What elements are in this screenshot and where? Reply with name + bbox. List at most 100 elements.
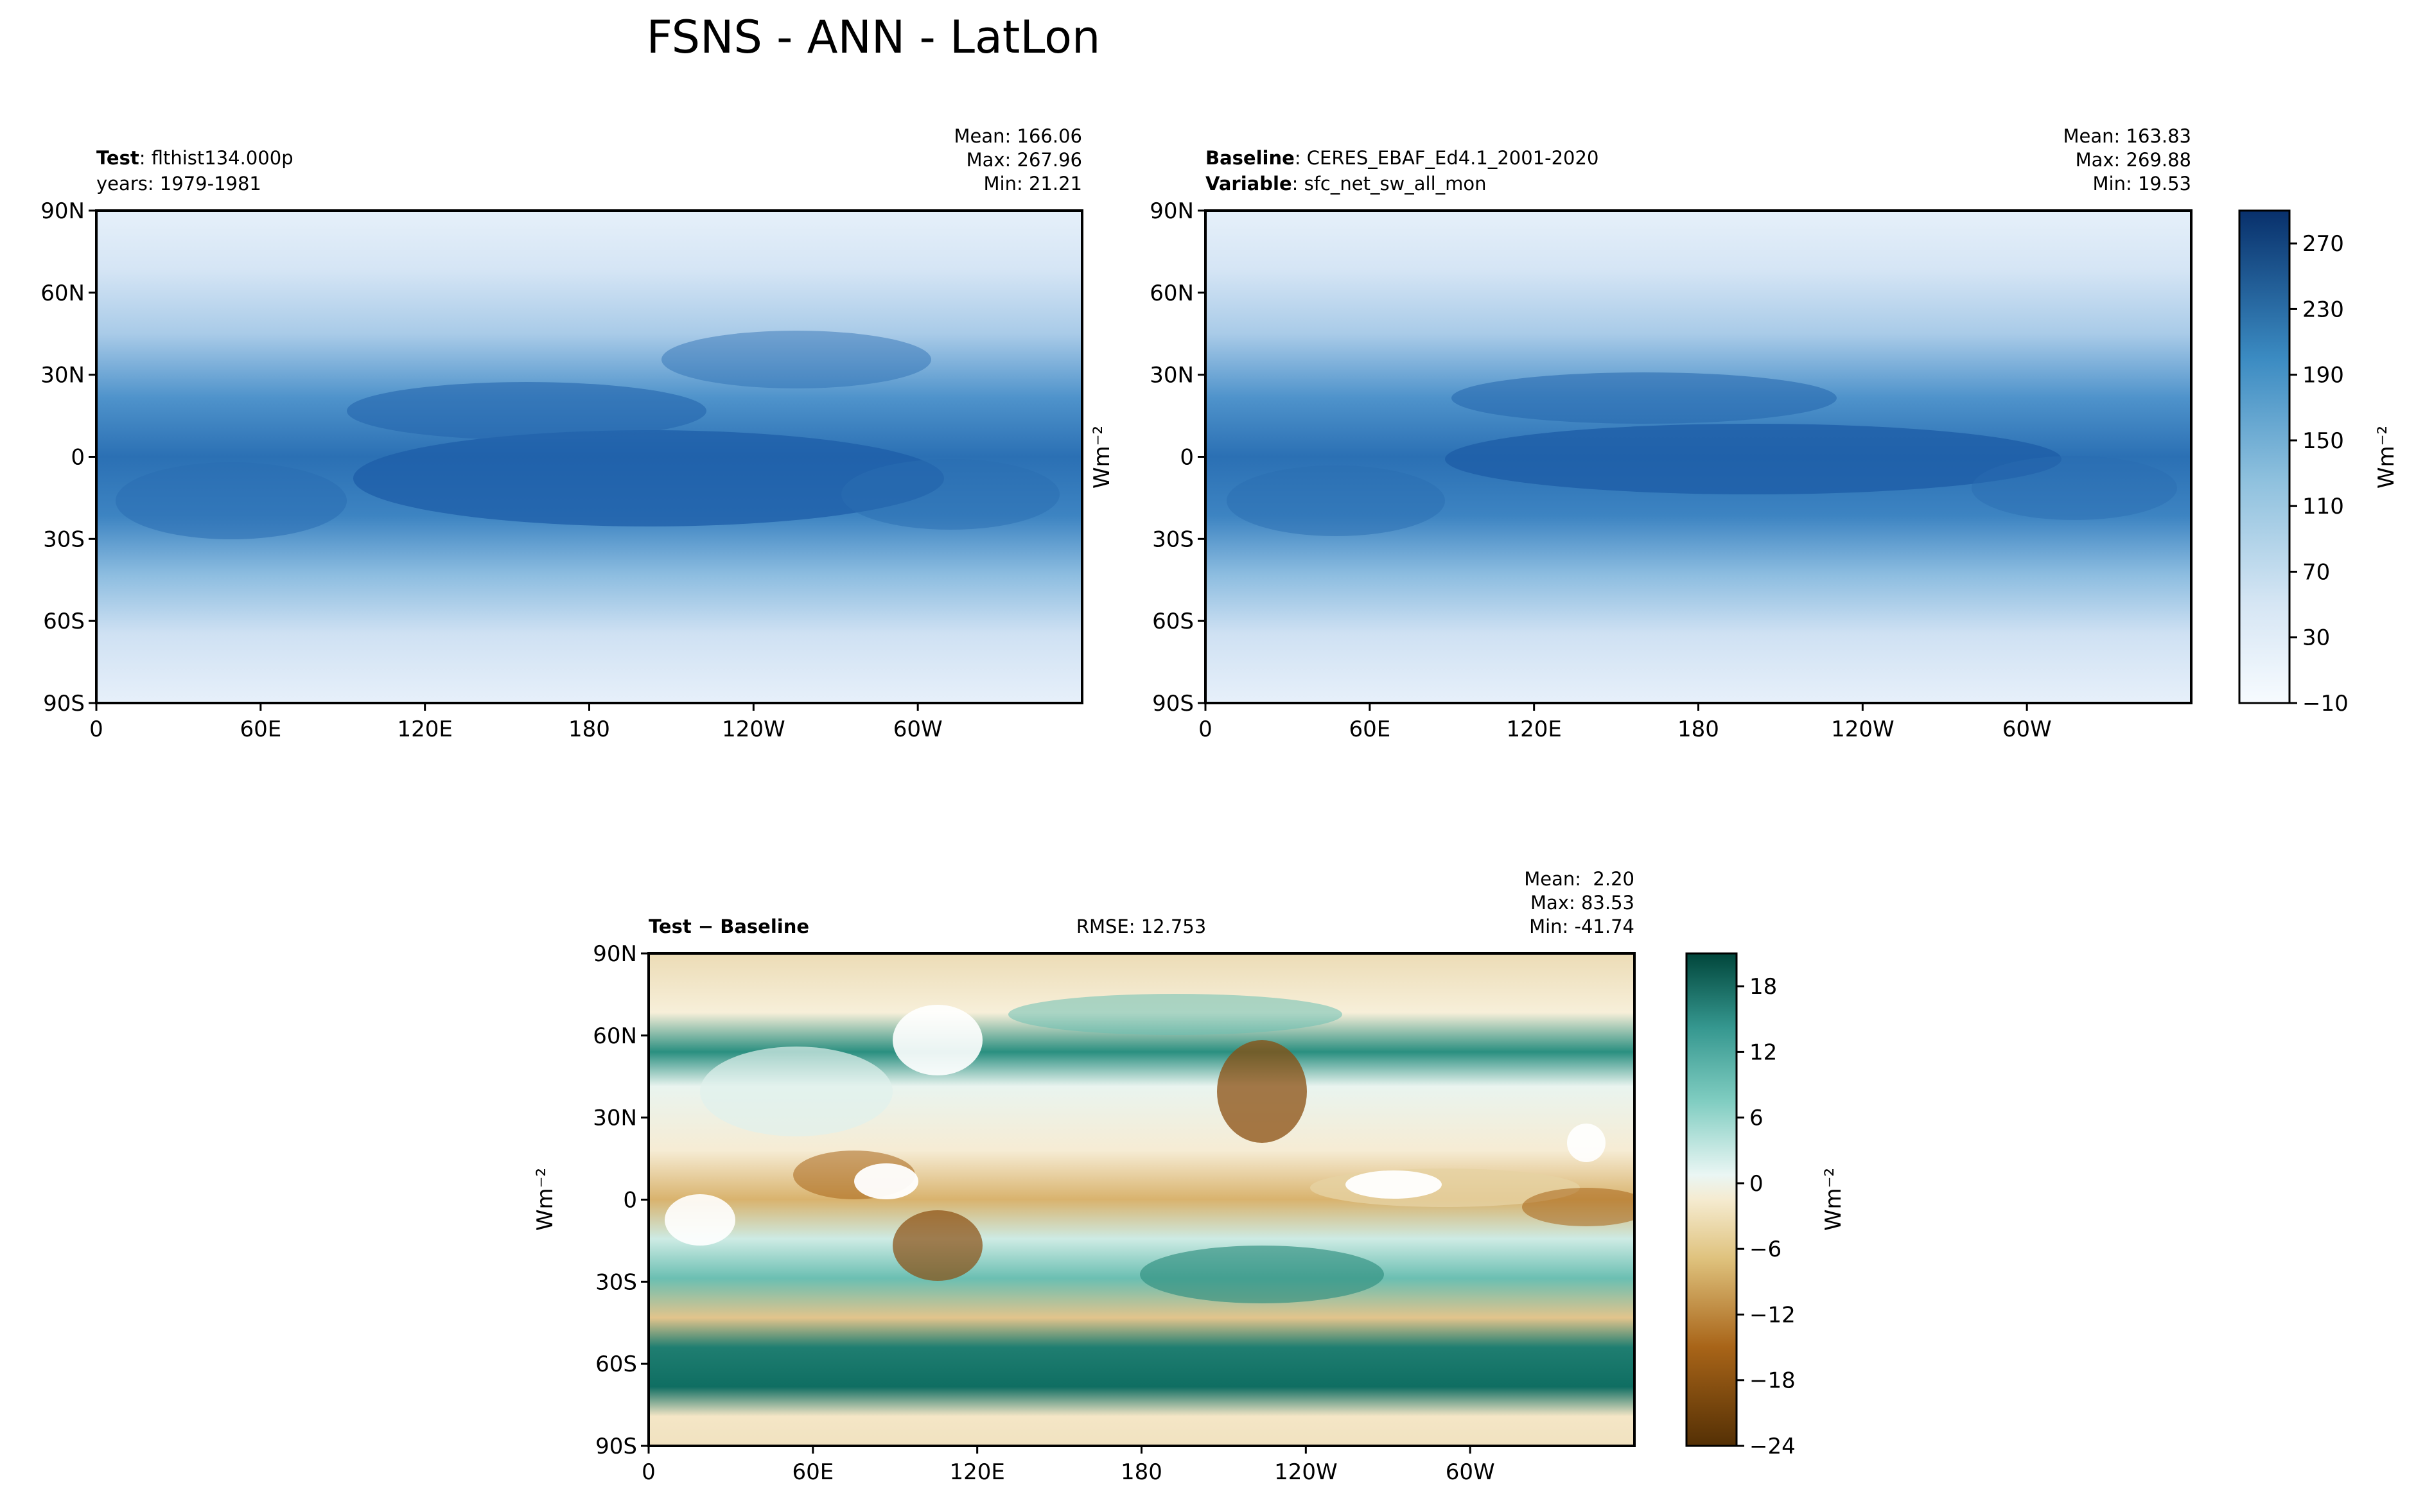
y-tick-label: 30S (595, 1269, 637, 1295)
x-tick-label: 60W (2002, 717, 2052, 742)
x-tick-label: 180 (568, 717, 610, 742)
diff-stat-min: Min: -41.74 (1529, 916, 1634, 937)
figure-title: FSNS - ANN - LatLon (647, 11, 1101, 64)
test-title-line1: Test: flthist134.000p (96, 147, 293, 169)
test-title-rest: : flthist134.000p (139, 147, 293, 169)
test-stat-max: Max: 267.96 (967, 149, 1082, 171)
diff-x-ticks: 0 60E 120E 180 120W 60W (642, 1446, 1495, 1485)
colorbar-tick-label: −18 (1749, 1368, 1796, 1394)
x-tick-label: 180 (1121, 1459, 1162, 1485)
test-x-ticks: 0 60E 120E 180 120W 60W (89, 703, 943, 742)
diff-colorbar: 18 12 6 0 −6 −12 −18 −24 Wm⁻² (1685, 952, 1846, 1459)
y-tick-label: 30N (40, 363, 85, 388)
colorbar-tick-label: 0 (1749, 1171, 1764, 1197)
x-tick-label: 0 (89, 717, 103, 742)
y-tick-label: 0 (1180, 445, 1194, 471)
diff-rmse: RMSE: 12.753 (1076, 916, 1206, 937)
y-tick-label: 60S (1152, 609, 1194, 634)
diff-y-ticks: 90N 60N 30N 0 30S 60S 90S (593, 941, 649, 1459)
x-tick-label: 120E (397, 717, 452, 742)
y-tick-label: 30N (593, 1106, 637, 1131)
x-tick-label: 120E (1506, 717, 1561, 742)
y-tick-label: 60N (1150, 281, 1194, 306)
test-y-ticks: 90N 60N 30N 0 30S 60S 90S (40, 198, 96, 717)
y-tick-label: 90N (1150, 198, 1194, 224)
variable-title-rest: : sfc_net_sw_all_mon (1292, 173, 1487, 195)
baseline-ylabel: Wm⁻² (1089, 426, 1115, 489)
baseline-y-ticks: 90N 60N 30N 0 30S 60S 90S (1150, 198, 1205, 717)
baseline-title-rest: : CERES_EBAF_Ed4.1_2001-2020 (1295, 147, 1599, 169)
test-map-field (96, 211, 1082, 703)
baseline-colorbar-label: Wm⁻² (2374, 426, 2399, 489)
diff-stat-mean: Mean: 2.20 (1524, 868, 1634, 890)
baseline-stat-min: Min: 19.53 (2093, 173, 2191, 195)
y-tick-label: 90S (43, 691, 85, 717)
colorbar-tick-label: 230 (2302, 297, 2344, 322)
diff-colorbar-ticks: 18 12 6 0 −6 −12 −18 −24 (1737, 974, 1796, 1459)
colorbar-tick-label: −6 (1749, 1237, 1781, 1262)
baseline-colorbar-fill (2238, 209, 2291, 704)
x-tick-label: 0 (642, 1459, 656, 1485)
x-tick-label: 60E (1349, 717, 1390, 742)
y-tick-label: 60S (595, 1351, 637, 1377)
baseline-map-field (1205, 211, 2191, 703)
diff-colorbar-fill (1685, 952, 1738, 1447)
baseline-x-ticks: 0 60E 120E 180 120W 60W (1198, 703, 2052, 742)
diff-title: Test − Baseline (649, 916, 809, 937)
test-stat-min: Min: 21.21 (984, 173, 1082, 195)
panel-difference: Test − Baseline RMSE: 12.753 Mean: 2.20 … (532, 868, 1846, 1485)
test-title-line2: years: 1979-1981 (96, 173, 261, 195)
colorbar-tick-label: 190 (2302, 363, 2344, 388)
baseline-title-line1: Baseline: CERES_EBAF_Ed4.1_2001-2020 (1205, 147, 1598, 169)
y-tick-label: 60N (593, 1023, 637, 1049)
variable-title-bold: Variable (1205, 173, 1292, 195)
y-tick-label: 90S (1152, 691, 1194, 717)
x-tick-label: 60E (792, 1459, 834, 1485)
diff-stat-max: Max: 83.53 (1530, 892, 1634, 914)
y-tick-label: 90N (40, 198, 85, 224)
panel-baseline: Baseline: CERES_EBAF_Ed4.1_2001-2020 Var… (1089, 125, 2399, 742)
x-tick-label: 60W (893, 717, 943, 742)
baseline-colorbar-ticks: 270 230 190 150 110 70 30 −10 (2289, 231, 2349, 717)
colorbar-tick-label: 70 (2302, 559, 2330, 585)
test-title-bold: Test (96, 147, 139, 169)
x-tick-label: 120W (722, 717, 785, 742)
colorbar-tick-label: 270 (2302, 231, 2344, 257)
diff-ylabel: Wm⁻² (532, 1168, 558, 1231)
baseline-title-line2: Variable: sfc_net_sw_all_mon (1205, 173, 1487, 195)
x-tick-label: 60W (1446, 1459, 1495, 1485)
diff-colorbar-label: Wm⁻² (1821, 1168, 1846, 1231)
x-tick-label: 120W (1831, 717, 1895, 742)
baseline-title-bold: Baseline (1205, 147, 1295, 169)
colorbar-tick-label: 12 (1749, 1039, 1777, 1065)
baseline-colorbar: 270 230 190 150 110 70 30 −10 Wm⁻² (2238, 209, 2399, 717)
x-tick-label: 0 (1198, 717, 1212, 742)
colorbar-tick-label: 18 (1749, 974, 1777, 1000)
colorbar-tick-label: 110 (2302, 494, 2344, 519)
colorbar-tick-label: −12 (1749, 1302, 1796, 1328)
y-tick-label: 0 (623, 1188, 637, 1213)
colorbar-tick-label: 6 (1749, 1106, 1764, 1131)
y-tick-label: 30S (1152, 526, 1194, 552)
x-tick-label: 120E (949, 1459, 1004, 1485)
colorbar-tick-label: 150 (2302, 428, 2344, 454)
x-tick-label: 120W (1274, 1459, 1338, 1485)
panel-test: Test: flthist134.000p years: 1979-1981 M… (40, 125, 1083, 742)
test-stat-mean: Mean: 166.06 (954, 125, 1082, 147)
x-tick-label: 180 (1677, 717, 1719, 742)
baseline-stat-max: Max: 269.88 (2076, 149, 2191, 171)
x-tick-label: 60E (240, 717, 281, 742)
y-tick-label: 30S (43, 526, 85, 552)
y-tick-label: 30N (1150, 363, 1194, 388)
baseline-stat-mean: Mean: 163.83 (2063, 125, 2191, 147)
y-tick-label: 60N (40, 281, 85, 306)
y-tick-label: 90N (593, 941, 637, 967)
diff-map-field (649, 953, 1634, 1446)
y-tick-label: 60S (43, 609, 85, 634)
colorbar-tick-label: −10 (2302, 691, 2349, 717)
colorbar-tick-label: −24 (1749, 1434, 1796, 1459)
colorbar-tick-label: 30 (2302, 625, 2330, 651)
y-tick-label: 90S (595, 1434, 637, 1459)
y-tick-label: 0 (71, 445, 85, 471)
